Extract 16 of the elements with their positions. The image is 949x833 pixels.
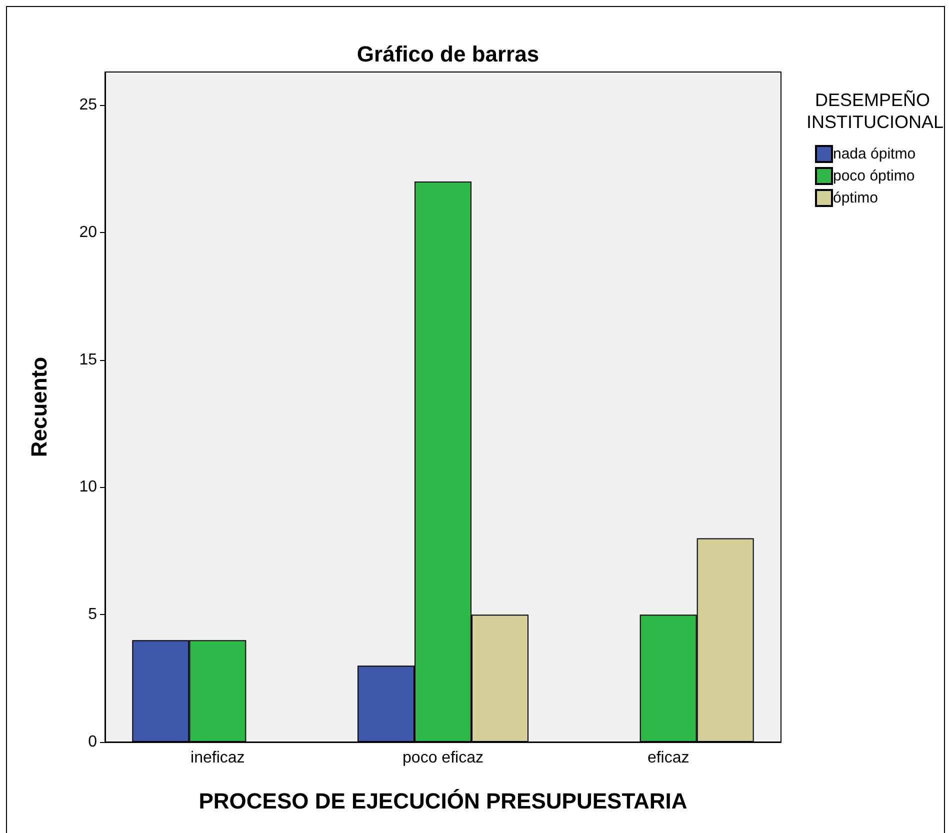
y-tick-label: 15	[79, 351, 98, 368]
y-axis-title: Recuento	[26, 356, 52, 458]
legend-label: nada ópitmo	[833, 146, 916, 162]
chart-title: Gráfico de barras	[356, 42, 540, 66]
x-tick-label: poco eficaz	[402, 750, 484, 766]
legend-label: óptimo	[833, 190, 878, 206]
y-tick-label: 10	[79, 478, 98, 496]
x-tick-label: ineficaz	[190, 750, 245, 766]
legend-label: poco óptimo	[833, 168, 915, 184]
x-axis-title: PROCESO DE EJECUCIÓN PRESUPUESTARIA	[198, 788, 688, 814]
legend-title: DESEMPEÑO INSTITUCIONAL	[806, 90, 944, 132]
y-tick-label: 5	[88, 606, 98, 624]
y-tick-label: 20	[79, 224, 98, 241]
y-tick-label: 0	[88, 734, 98, 750]
y-tick-label: 25	[79, 96, 98, 114]
x-tick-label: eficaz	[647, 750, 690, 766]
